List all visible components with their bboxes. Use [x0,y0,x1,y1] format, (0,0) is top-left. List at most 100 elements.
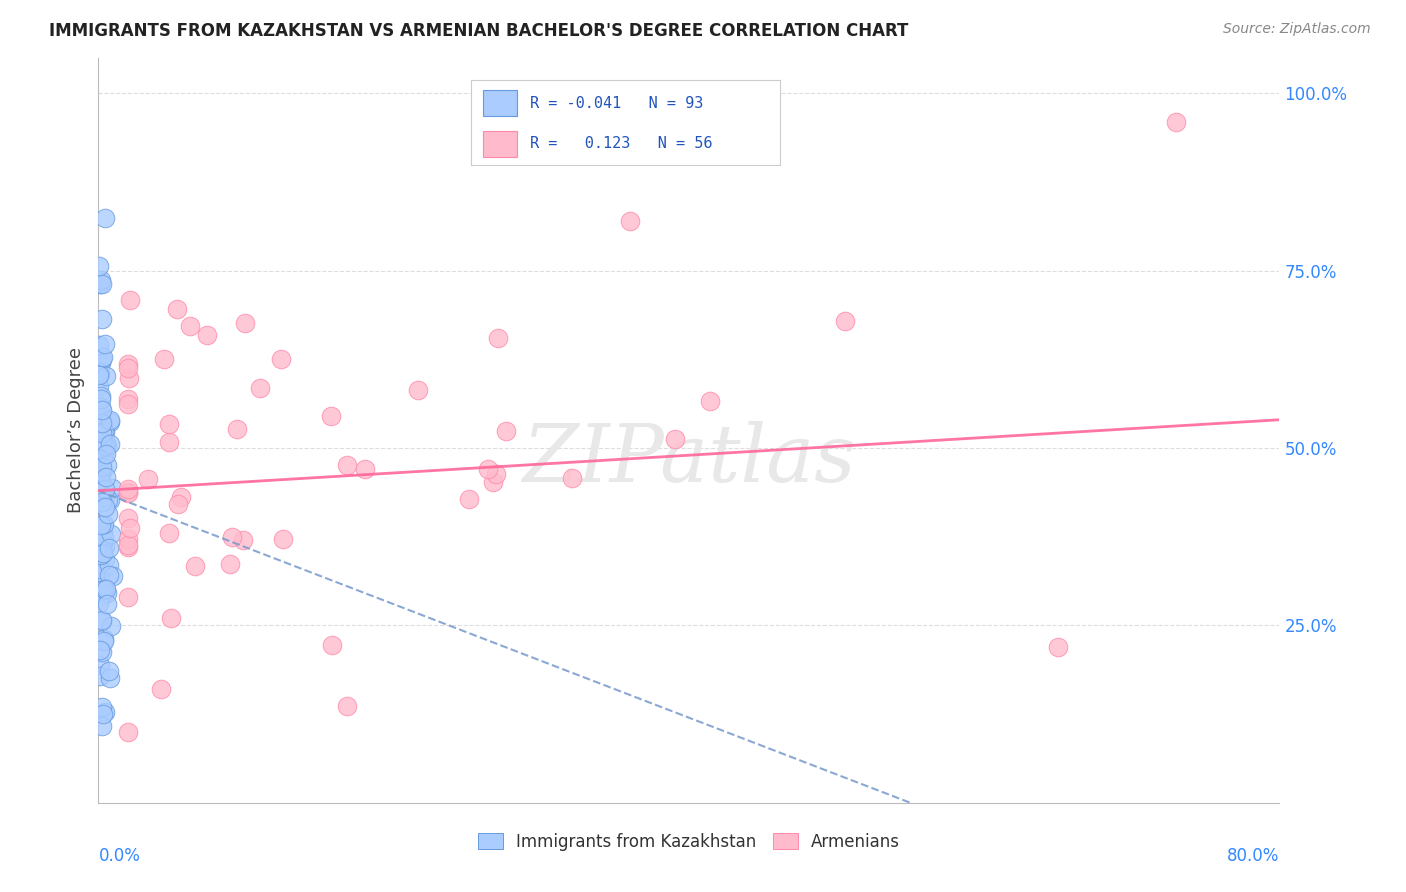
Point [96,597,118,611]
Point [91,614,114,628]
Point [98,558,121,572]
Point [90,613,112,627]
Point [117,541,139,555]
Point [90,356,112,370]
Point [117,590,139,604]
Point [321,639,343,653]
Point [89,277,111,291]
Point [89,473,111,487]
Text: IMMIGRANTS FROM KAZAKHSTAN VS ARMENIAN BACHELOR'S DEGREE CORRELATION CHART: IMMIGRANTS FROM KAZAKHSTAN VS ARMENIAN B… [49,22,908,40]
Point [89,338,111,352]
Point [89,368,111,382]
Point [664,432,686,446]
Point [98,665,121,679]
Point [91,425,114,439]
Point [169,490,191,504]
Point [834,314,856,328]
Point [561,471,583,485]
Text: Source: ZipAtlas.com: Source: ZipAtlas.com [1223,22,1371,37]
Point [699,393,721,408]
Point [406,383,429,397]
Point [93,632,115,647]
Point [90,494,112,508]
Point [321,409,343,424]
Point [90,392,112,407]
Point [118,371,141,385]
Point [179,319,201,334]
Point [96,458,118,473]
Point [486,331,509,345]
Point [89,657,111,672]
Point [90,645,112,659]
Point [91,719,114,733]
Point [117,485,139,500]
Point [233,316,256,330]
Point [221,530,243,544]
Point [97,507,120,521]
Point [94,552,117,566]
Point [117,396,139,410]
Point [90,389,112,403]
Point [98,416,121,430]
Point [91,440,114,454]
Point [91,535,114,549]
Point [195,328,218,343]
Point [98,567,121,582]
Point [91,351,114,366]
Point [94,539,117,553]
Point [90,400,112,414]
Point [98,437,121,451]
Point [89,366,111,380]
Point [117,360,139,375]
Point [117,532,139,546]
Point [482,475,505,490]
Point [93,211,115,226]
Point [94,447,117,461]
Point [117,357,139,371]
Point [101,481,124,495]
Point [96,438,118,452]
Point [100,671,122,685]
Point [117,392,139,407]
Point [120,293,142,308]
Point [90,465,112,479]
Point [90,547,112,561]
Point [100,619,122,633]
Point [89,596,111,610]
Point [96,585,118,599]
Point [90,407,112,421]
Point [1046,640,1070,654]
Point [90,403,112,417]
Text: R =   0.123   N = 56: R = 0.123 N = 56 [530,136,713,152]
Text: 0.0%: 0.0% [98,847,141,865]
Point [218,557,240,571]
Point [94,705,117,719]
Y-axis label: Bachelor’s Degree: Bachelor’s Degree [66,347,84,514]
Point [91,700,114,714]
Point [93,633,115,648]
Point [90,311,112,326]
Point [157,435,180,450]
Point [619,214,641,228]
Text: R = -0.041   N = 93: R = -0.041 N = 93 [530,95,703,111]
Point [166,301,188,316]
Point [167,497,190,511]
Point [91,582,114,597]
Point [136,472,159,486]
Point [100,527,122,541]
Point [91,460,114,475]
Point [90,273,112,287]
Point [117,484,139,499]
Point [90,588,112,602]
Point [91,277,114,291]
Point [94,336,117,351]
Text: ZIPatlas: ZIPatlas [522,421,856,499]
Point [91,546,114,560]
Point [1166,115,1188,129]
Point [117,724,139,739]
Point [117,538,139,552]
Point [91,350,114,364]
Point [94,368,117,383]
Point [91,416,114,430]
Point [98,413,121,427]
